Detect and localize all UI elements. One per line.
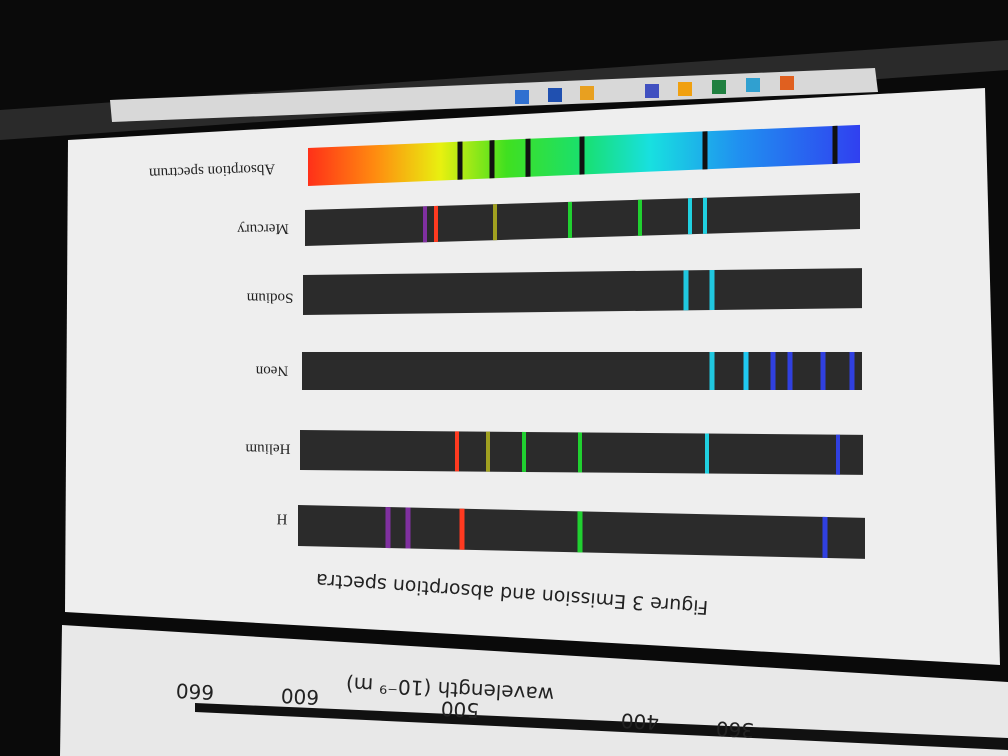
spectral-line [743, 352, 749, 390]
spectral-line [683, 270, 689, 311]
spectral-line [493, 204, 497, 241]
spectrum-strip [298, 505, 865, 559]
spectral-line [455, 431, 459, 472]
tick-label: 500 [440, 697, 479, 723]
spectral-line [522, 431, 526, 472]
spectral-line [459, 508, 465, 550]
spectral-line [822, 516, 828, 559]
row-label: H [276, 510, 287, 526]
spectral-line [405, 507, 411, 549]
spectral-line [709, 269, 715, 311]
spectral-line [820, 352, 826, 390]
spectral-line [705, 433, 709, 474]
spectrum-strip [305, 193, 860, 246]
row-label: Sodium [246, 290, 293, 306]
strip-background [303, 268, 862, 315]
toolbar [110, 68, 878, 122]
spectral-line [787, 352, 793, 390]
spectral-line [525, 138, 531, 177]
spectral-line [434, 205, 438, 243]
spectral-line [770, 352, 776, 390]
spectral-line [849, 352, 855, 390]
spectral-line [832, 125, 838, 165]
spectral-line [578, 432, 582, 473]
row-label: Mercury [237, 220, 289, 237]
tick-label: 360 [715, 717, 754, 743]
axis-panel [60, 625, 1008, 756]
row-label: Neon [255, 363, 288, 379]
axis-line [195, 703, 1008, 750]
tick-label: 400 [620, 709, 659, 735]
spectral-line [457, 141, 463, 180]
spectral-line [702, 131, 708, 170]
spectrum-strip [302, 352, 862, 390]
spectral-line [836, 434, 840, 475]
tick-label: 660 [175, 679, 214, 705]
spectral-line [385, 506, 391, 549]
spectral-line [709, 352, 715, 390]
spectral-line [489, 140, 495, 179]
spectral-line [579, 136, 585, 175]
spectral-line [577, 511, 583, 553]
spectrum-strip [308, 124, 860, 186]
spectral-line [688, 198, 692, 235]
spectrum-strip [300, 430, 863, 475]
row-label: Absorption spectrum [148, 160, 275, 180]
spectral-line [703, 197, 707, 234]
spectral-line [423, 206, 427, 243]
spectral-line [486, 431, 490, 472]
strip-background [305, 193, 860, 246]
spectral-line [638, 199, 642, 236]
toolbar-icons [515, 76, 794, 104]
strip-background [302, 352, 862, 390]
spectrum-strip [303, 268, 862, 315]
spectral-line [568, 201, 572, 238]
row-label: Helium [245, 441, 290, 457]
tick-label: 600 [280, 684, 319, 710]
